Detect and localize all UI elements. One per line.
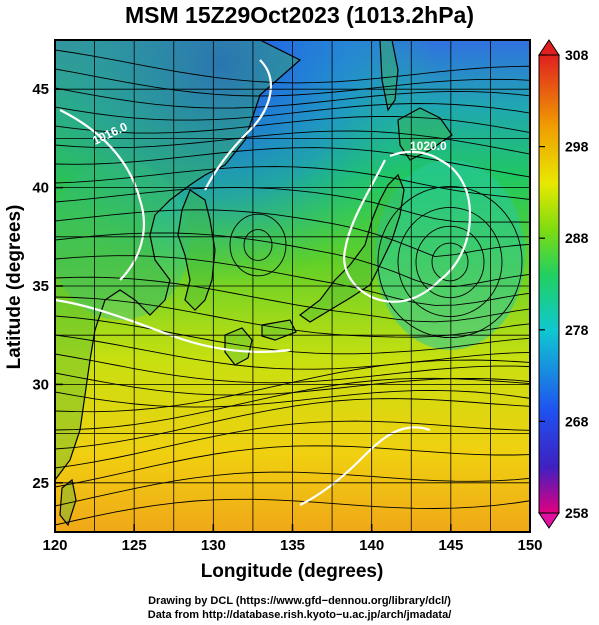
- contour-label-1020: 1020.0: [410, 139, 447, 153]
- streamline: [55, 103, 530, 121]
- y-tick-label: 25: [32, 475, 49, 492]
- x-tick-label: 125: [122, 537, 147, 554]
- isobar-line: [343, 150, 472, 303]
- colorbar-scale: [538, 54, 560, 514]
- japan-kyushu: [224, 327, 253, 366]
- streamline: [55, 334, 530, 370]
- taiwan: [59, 478, 77, 527]
- y-tick-label: 40: [32, 180, 49, 197]
- colorbar: 308 298 288 278 268 258: [538, 39, 589, 529]
- streamline-vortex: [229, 213, 287, 277]
- y-tick-label: 30: [32, 376, 49, 393]
- streamline-vortex: [415, 225, 485, 299]
- credits-line-1: Drawing by DCL (https://www.gfd−dennou.o…: [148, 595, 451, 607]
- streamline: [55, 377, 530, 431]
- colorbar-tick-label: 268: [565, 413, 589, 429]
- korean-peninsula: [177, 189, 216, 311]
- streamline: [55, 186, 530, 223]
- y-tick-label: 35: [32, 278, 49, 295]
- colorbar-tick-label: 298: [565, 139, 589, 155]
- streamline: [55, 68, 530, 97]
- colorbar-min-arrow: [538, 512, 560, 529]
- y-axis-label: Latitude (degrees): [4, 205, 25, 370]
- chart-title: MSM 15Z29Oct2023 (1013.2hPa): [124, 2, 474, 28]
- x-tick-label: 145: [438, 537, 463, 554]
- isobar-line: [204, 59, 272, 191]
- streamline: [55, 498, 530, 526]
- streamline-vortex: [243, 229, 273, 261]
- colorbar-tick-label: 308: [565, 47, 589, 63]
- x-tick-label: 150: [517, 537, 542, 554]
- x-tick-label: 140: [359, 537, 384, 554]
- lat-lon-grid: [55, 40, 530, 532]
- asian-continent: [55, 40, 302, 481]
- streamline: [55, 276, 530, 323]
- streamline: [55, 398, 530, 450]
- isobar-line: [299, 426, 431, 506]
- streamline: [55, 166, 530, 200]
- credits: Drawing by DCL (https://www.gfd−dennou.o…: [0, 594, 599, 622]
- streamline: [55, 49, 530, 84]
- colorbar-tick-label: 288: [565, 230, 589, 246]
- streamline: [55, 359, 530, 413]
- wind-streamlines: [55, 49, 530, 526]
- streamline: [55, 445, 530, 488]
- credits-line-2: Data from http://database.rish.kyoto−u.a…: [147, 609, 452, 621]
- streamline: [55, 296, 530, 338]
- isobar-line: [59, 109, 145, 281]
- x-axis-label: Longitude (degrees): [201, 561, 384, 582]
- streamline-vortex: [397, 206, 503, 318]
- streamline: [55, 87, 530, 109]
- x-tick-label: 130: [201, 537, 226, 554]
- streamline: [55, 130, 530, 155]
- streamline: [55, 116, 530, 134]
- streamline: [55, 389, 530, 408]
- streamline: [55, 315, 530, 355]
- japan-honshu: [298, 173, 405, 323]
- colorbar-tick-label: 258: [565, 505, 589, 521]
- sakhalin: [379, 40, 399, 112]
- streamline: [55, 471, 530, 507]
- streamline-vortex: [377, 185, 523, 339]
- x-tick-label: 120: [42, 537, 67, 554]
- colorbar-tick-label: 278: [565, 322, 589, 338]
- streamline: [55, 255, 530, 306]
- streamline: [55, 353, 530, 384]
- streamline: [55, 147, 530, 178]
- x-axis: 120 125 130 135 140 145 150: [42, 524, 543, 554]
- streamline: [55, 209, 530, 258]
- streamline-vortex: [431, 242, 469, 282]
- streamline: [55, 420, 530, 469]
- y-tick-label: 45: [32, 81, 49, 98]
- x-tick-label: 135: [280, 537, 305, 554]
- streamline: [55, 232, 530, 288]
- colorbar-max-arrow: [538, 39, 560, 56]
- y-axis: 25 30 35 40 45: [32, 81, 63, 492]
